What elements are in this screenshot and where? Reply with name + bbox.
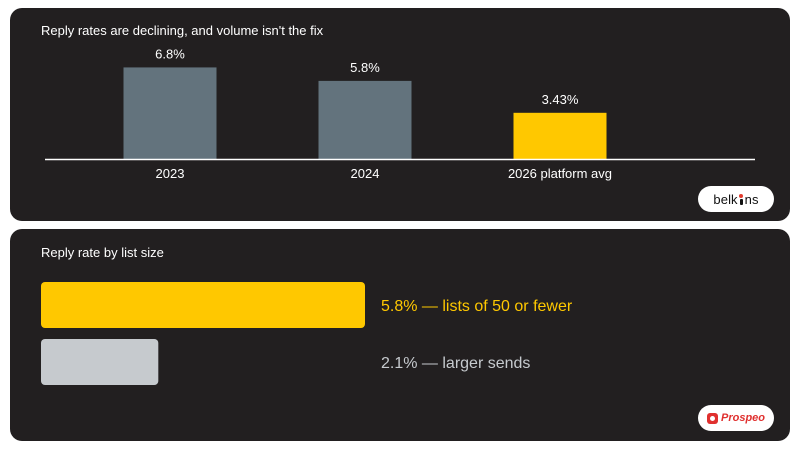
bar-1 [318,80,412,159]
bar-0 [41,282,365,328]
category-label-0: 2023 [156,166,185,181]
chart-panel-yearly-reply-rates: Reply rates are declining, and volume is… [10,8,790,221]
yearly-reply-rate-chart: 6.8% 2023 5.8% 2024 3.43% 2026 platform avg [45,46,755,181]
belkins-logo-mark-icon [738,194,744,205]
belkins-logo: belk ns [713,191,759,207]
chart-panel-list-size-reply-rates: Reply rate by list size 5.8% — lists of … [10,229,790,441]
bar-value-label-1: 5.8% [350,60,380,75]
chart-title: Reply rate by list size [41,245,164,260]
chart-title: Reply rates are declining, and volume is… [41,23,324,38]
prospeo-logo-badge: Prospeo [698,405,774,431]
bar-1 [41,339,159,385]
list-size-reply-rate-chart: 5.8% — lists of 50 or fewer 2.1% — larger… [41,282,573,385]
bar-value-label-2: 3.43% [542,92,579,107]
bar-value-label-1: 2.1% — larger sends [381,355,530,372]
category-label-1: 2024 [351,166,380,181]
prospeo-logo: Prospeo [706,412,765,424]
bar-2 [513,112,607,159]
belkins-logo-badge: belk ns [698,186,774,212]
prospeo-logo-mark-icon [706,412,718,424]
bar-value-label-0: 5.8% — lists of 50 or fewer [381,298,573,315]
category-label-2: 2026 platform avg [508,166,612,181]
bar-0 [123,67,217,159]
bar-value-label-0: 6.8% [155,46,185,61]
prospeo-logo-text: Prospeo [720,412,765,424]
